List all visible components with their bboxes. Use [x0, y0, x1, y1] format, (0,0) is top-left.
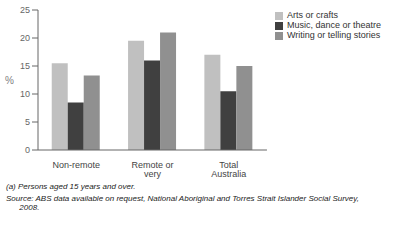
svg-text:25: 25 [20, 5, 30, 15]
html-text:Arts or crafts: Arts or crafts [286, 10, 338, 20]
html-text:(a) Persons aged 15 years and: (a) Persons aged 15 years and over. [6, 182, 136, 191]
svg-text:0: 0 [25, 145, 30, 155]
svg-text:20: 20 [20, 33, 30, 43]
html-text:Source: ABS data available on: Source: ABS data available on request, N… [6, 193, 359, 212]
svg-text:%: % [8, 75, 14, 86]
svg-text:10: 10 [20, 89, 30, 99]
svg-text:TotalAustralia: TotalAustralia [211, 160, 246, 179]
html-text:Writing or telling stories: Writing or telling stories [286, 30, 381, 40]
svg-text:5: 5 [25, 117, 30, 127]
svg-text:15: 15 [20, 61, 30, 71]
svg-text:Remote orveryremote: Remote orveryremote [131, 160, 173, 180]
svg-text:Non-remote: Non-remote [52, 160, 100, 170]
html-text:Music, dance or theatre: Music, dance or theatre [286, 20, 381, 30]
